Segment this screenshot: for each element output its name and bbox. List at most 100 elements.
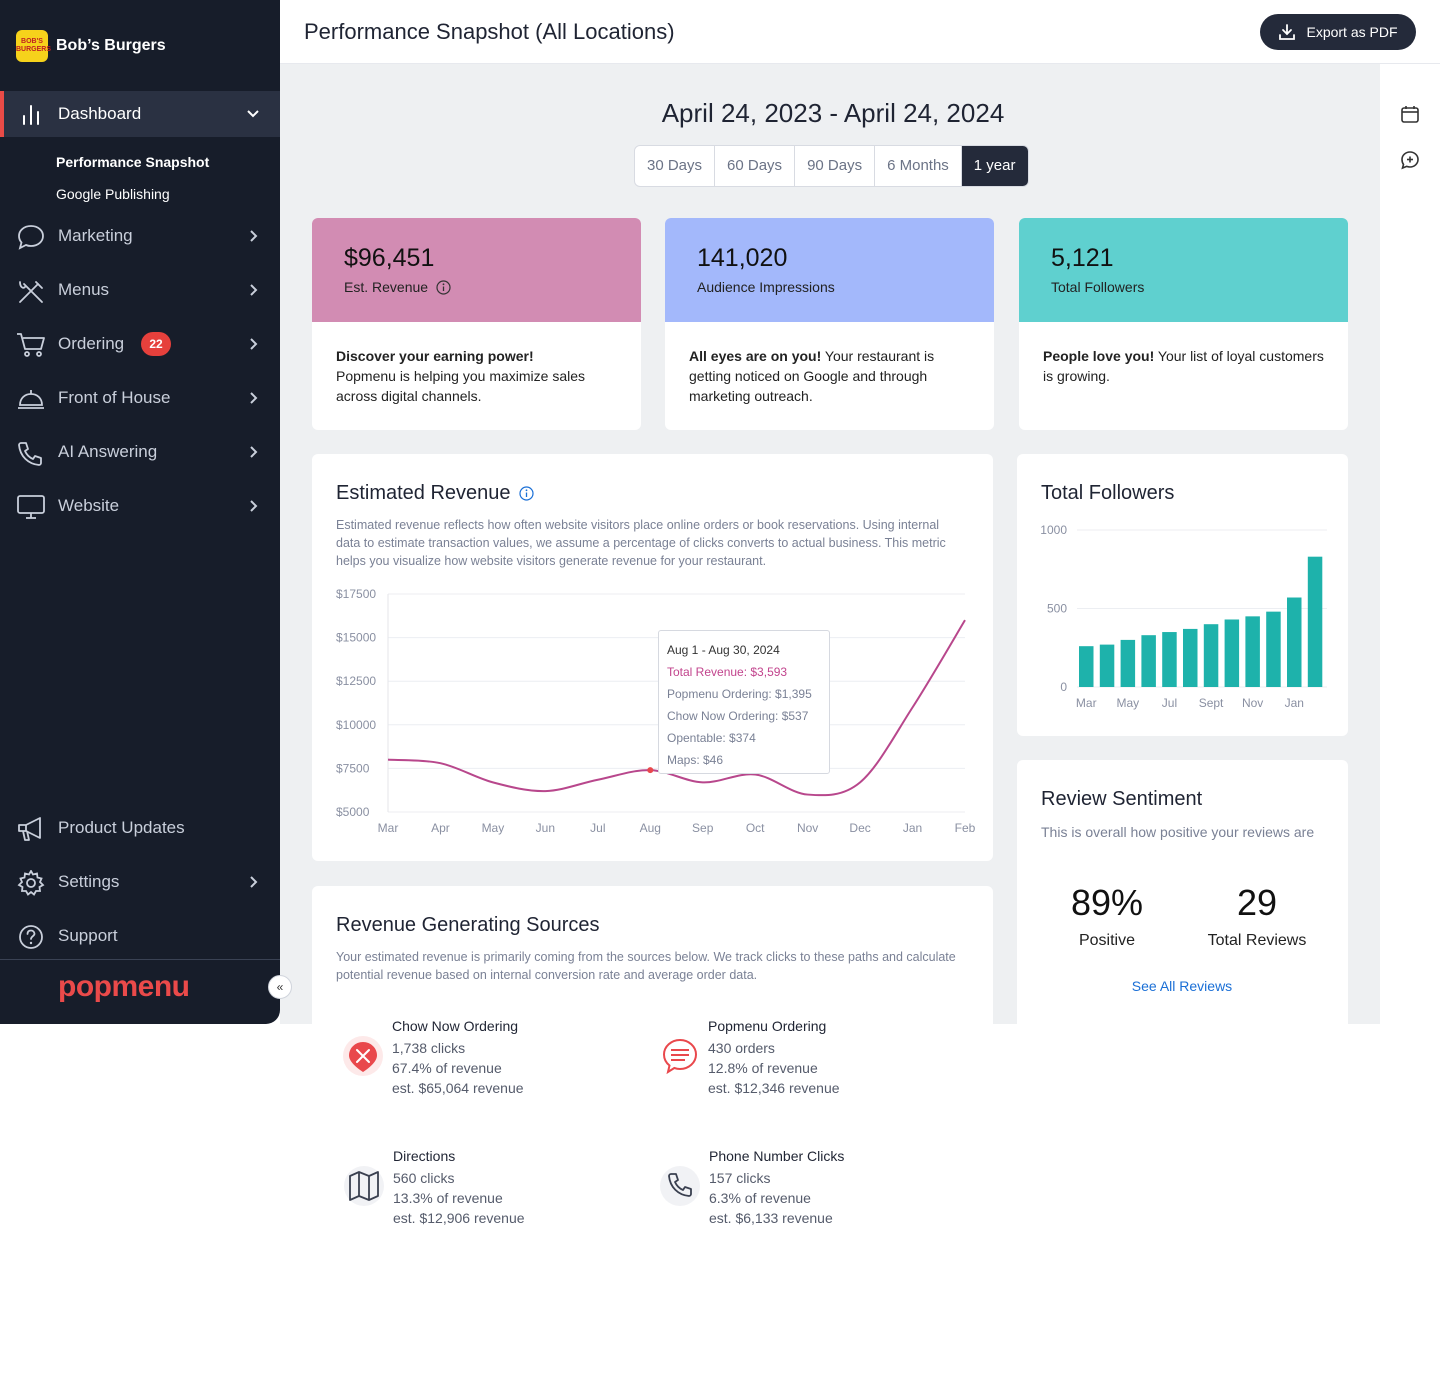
highlight-point[interactable]: [647, 767, 654, 774]
sidebar-item-label: Front of House: [58, 388, 171, 407]
x-tick-label: Nov: [1242, 696, 1263, 710]
total-followers-card: Total Followers 0 500 1000 Mar May Jul Sept Nov…: [1017, 454, 1348, 736]
x-tick-label: Mar: [1076, 696, 1097, 710]
cart-icon: [17, 333, 45, 357]
chat-plus-icon[interactable]: [1400, 150, 1420, 170]
x-tick-label: May: [482, 821, 505, 835]
total-reviews-label: Total Reviews: [1207, 932, 1307, 949]
sidebar-item-product-updates[interactable]: Product Updates: [0, 805, 280, 851]
monitor-icon: [17, 495, 45, 519]
sidebar-item-label: Support: [58, 926, 118, 945]
chevron-right-icon: [250, 230, 258, 242]
export-pdf-button[interactable]: Export as PDF: [1260, 14, 1416, 50]
ordering-badge: 22: [141, 332, 171, 356]
brand[interactable]: BOB'S BURGERS Bob’s Burgers: [16, 30, 166, 62]
x-tick-label: Sep: [692, 821, 714, 835]
chat-bubble-icon: [18, 225, 44, 250]
estimated-revenue-title: Estimated Revenue: [336, 482, 534, 505]
sidebar-item-front-of-house[interactable]: Front of House: [0, 375, 280, 421]
total-followers-title: Total Followers: [1041, 482, 1175, 504]
x-tick-label: Mar: [378, 821, 399, 835]
brand-logo: BOB'S BURGERS: [16, 30, 51, 62]
followers-bar: [1203, 624, 1219, 687]
sidebar-item-support[interactable]: Support: [0, 913, 280, 959]
sidebar-item-dashboard[interactable]: Dashboard: [0, 91, 280, 137]
followers-bar: [1266, 611, 1281, 687]
source-line: 157 clicks: [709, 1170, 771, 1186]
range-tab-1-year[interactable]: 1 year: [961, 146, 1028, 186]
stat-text: Your list of loyal customers is growing.: [1043, 348, 1324, 384]
sidebar-item-ordering[interactable]: Ordering 22: [0, 321, 280, 367]
date-range-tabs: 30 Days 60 Days 90 Days 6 Months 1 year: [634, 145, 1029, 187]
x-tick-label: Nov: [797, 821, 818, 835]
source-name: Phone Number Clicks: [709, 1148, 845, 1164]
bar-chart-icon: [23, 105, 39, 125]
sidebar-sub-google-publishing[interactable]: Google Publishing: [56, 186, 170, 202]
sidebar-item-marketing[interactable]: Marketing: [0, 213, 280, 259]
source-icon-wrap: [660, 1036, 700, 1076]
source-line: 560 clicks: [393, 1170, 455, 1186]
range-tab-30-days[interactable]: 30 Days: [635, 146, 716, 186]
sidebar-item-label: Product Updates: [58, 818, 185, 837]
see-all-reviews-link[interactable]: See All Reviews: [1131, 978, 1233, 994]
stat-value: $96,451: [344, 244, 435, 272]
source-line: est. $12,906 revenue: [393, 1210, 525, 1226]
sidebar-divider: [0, 959, 280, 960]
top-bar: Performance Snapshot (All Locations) Exp…: [280, 0, 1440, 64]
page-title: Performance Snapshot (All Locations): [304, 19, 675, 44]
tooltip-title: Aug 1 - Aug 30, 2024: [667, 643, 780, 657]
x-tick-label: Sept: [1199, 696, 1224, 710]
range-tab-6-months[interactable]: 6 Months: [875, 146, 962, 186]
sidebar-item-menus[interactable]: Menus: [0, 267, 280, 313]
source-icon-wrap: [344, 1166, 384, 1206]
stat-description: All eyes are on you! Your restaurant is …: [665, 322, 994, 406]
utensils-icon: [19, 281, 43, 303]
sidebar-item-website[interactable]: Website: [0, 483, 280, 529]
info-icon[interactable]: [436, 279, 451, 295]
gear-icon: [17, 870, 45, 896]
sidebar-sub-performance-snapshot[interactable]: Performance Snapshot: [56, 154, 210, 170]
followers-bar: [1120, 639, 1136, 687]
range-tab-90-days[interactable]: 90 Days: [795, 146, 876, 186]
followers-bar: [1162, 632, 1177, 687]
followers-bar: [1183, 628, 1198, 687]
stat-card-followers: 5,121 Total Followers People love you! Y…: [1019, 218, 1348, 430]
popmenu-logo: popmenu: [58, 970, 190, 1003]
x-tick-label: Dec: [849, 821, 870, 835]
source-icon-wrap: [343, 1036, 383, 1076]
card-title-text: Estimated Revenue: [336, 482, 511, 504]
x-tick-label: Aug: [640, 821, 661, 835]
sidebar-item-label: Menus: [58, 280, 110, 299]
source-line: 6.3% of revenue: [709, 1190, 811, 1206]
stat-description: People love you! Your list of loyal cust…: [1019, 322, 1348, 386]
stat-label-text: Est. Revenue: [344, 279, 429, 295]
stat-label: Total Followers: [1051, 279, 1145, 295]
collapse-sidebar-button[interactable]: «: [268, 975, 292, 999]
stat-card-header: 141,020 Audience Impressions: [665, 218, 994, 322]
main-content: April 24, 2023 - April 24, 2024 30 Days …: [280, 64, 1380, 1032]
positive-percent: 89%: [1070, 882, 1144, 923]
sidebar-item-ai-answering[interactable]: AI Answering: [0, 429, 280, 475]
range-tab-60-days[interactable]: 60 Days: [715, 146, 796, 186]
y-tick-label: $17500: [336, 587, 376, 601]
y-tick-label: $7500: [336, 761, 370, 775]
x-tick-label: Apr: [431, 821, 450, 835]
sidebar-item-settings[interactable]: Settings: [0, 859, 280, 905]
y-tick-label: 0: [1060, 680, 1067, 694]
stat-card-header: 5,121 Total Followers: [1019, 218, 1348, 322]
followers-bar-chart: 0 500 1000 Mar May Jul Sept Nov Jan: [1040, 523, 1327, 710]
tooltip-line: Popmenu Ordering: $1,395: [667, 687, 812, 701]
chevron-right-icon: [250, 876, 258, 888]
total-reviews-count: 29: [1236, 882, 1278, 923]
sidebar-item-label: Website: [58, 496, 120, 515]
x-tick-label: Jan: [1285, 696, 1304, 710]
y-tick-label: 500: [1047, 602, 1067, 616]
x-tick-label: May: [1117, 696, 1140, 710]
y-tick-label: $5000: [336, 805, 370, 819]
download-icon: [1279, 24, 1296, 40]
source-line: 1,738 clicks: [392, 1040, 466, 1056]
calendar-icon[interactable]: [1400, 104, 1420, 124]
info-icon[interactable]: [518, 486, 534, 501]
right-rail: [1380, 64, 1440, 1024]
chownow-icon: [349, 1042, 377, 1072]
